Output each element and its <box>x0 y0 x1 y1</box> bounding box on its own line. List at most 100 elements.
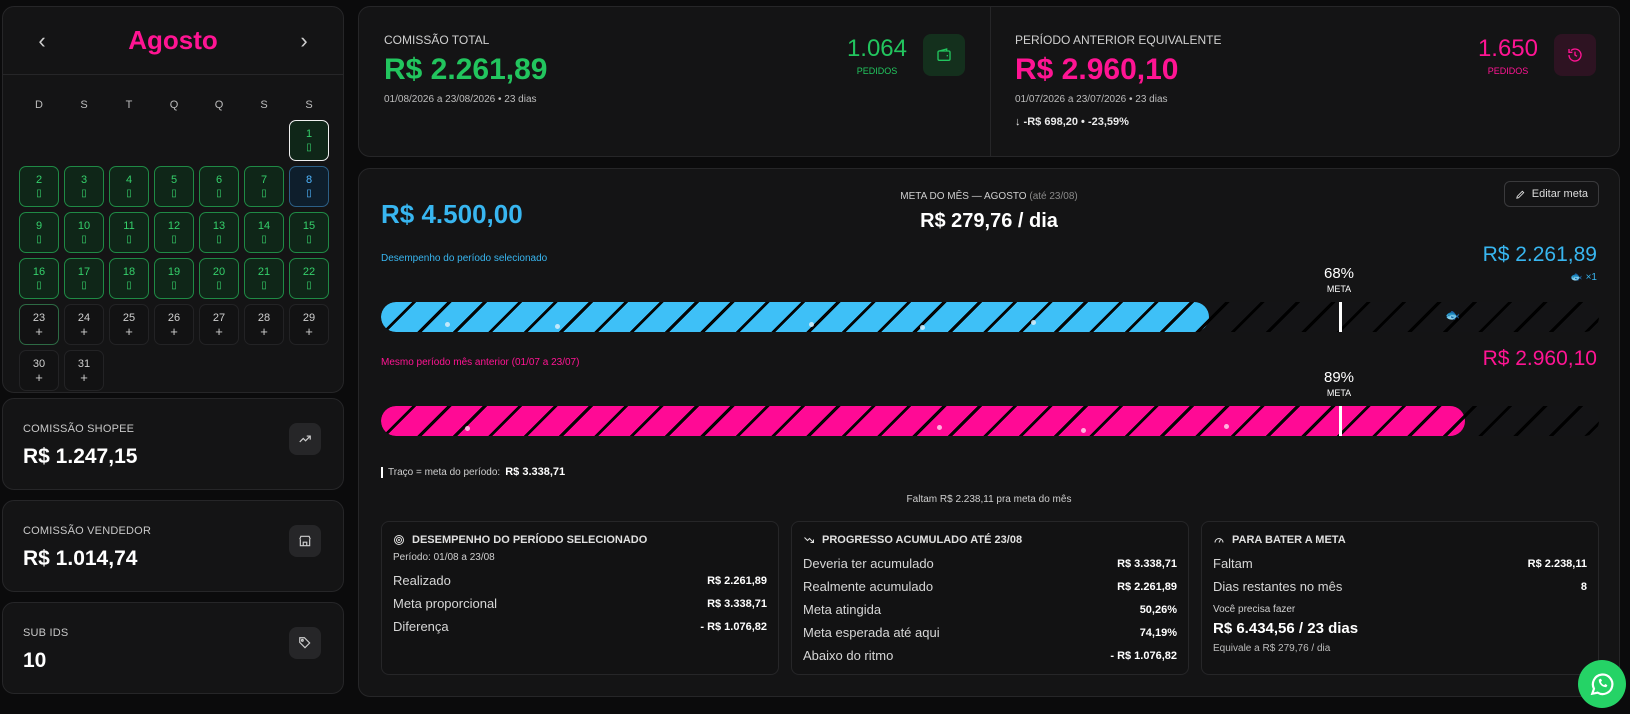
document-icon: ▯ <box>171 187 177 199</box>
plus-icon: + <box>80 369 88 385</box>
calendar-day-number: 11 <box>123 219 135 232</box>
gauge-icon <box>1214 538 1224 543</box>
previous-progress-bar <box>381 406 1599 436</box>
calendar-day[interactable]: 8 ▯ <box>289 166 329 207</box>
calendar-day-number: 4 <box>125 173 133 186</box>
document-icon: ▯ <box>81 279 87 291</box>
calendar-day[interactable]: 29 + <box>289 304 329 345</box>
calendar-day[interactable]: 26 + <box>154 304 194 345</box>
next-month-button[interactable]: › <box>300 27 308 53</box>
current-meta-label: META <box>1326 284 1352 294</box>
calendar-day[interactable]: 30 + <box>19 350 59 391</box>
calendar-day[interactable]: 18 ▯ <box>109 258 149 299</box>
calendar-day[interactable]: 17 ▯ <box>64 258 104 299</box>
panel-header: PROGRESSO ACUMULADO ATÉ 23/08 <box>803 534 1177 546</box>
weekday-label: D <box>35 99 43 111</box>
target-icon <box>394 535 404 545</box>
previous-row-label: Mesmo período mês anterior (01/07 a 23/0… <box>381 357 580 368</box>
edit-goal-button[interactable]: Editar meta <box>1503 181 1599 207</box>
calendar-day-number: 6 <box>215 173 223 186</box>
calendar-day-number: 16 <box>32 265 46 278</box>
panel-row: Abaixo do ritmo - R$ 1.076,82 <box>803 644 1177 667</box>
current-pct: 68% <box>1323 265 1355 282</box>
document-icon: ▯ <box>306 279 312 291</box>
calendar-day[interactable]: 15 ▯ <box>289 212 329 253</box>
calendar-day[interactable]: 24 + <box>64 304 104 345</box>
panel-row: Dias restantes no mês 8 <box>1213 575 1587 598</box>
calendar-day[interactable]: 19 ▯ <box>154 258 194 299</box>
calendar-day-number: 27 <box>212 311 226 324</box>
row-label: Abaixo do ritmo <box>803 648 894 663</box>
document-icon: ▯ <box>261 233 267 245</box>
calendar-day[interactable]: 10 ▯ <box>64 212 104 253</box>
calendar-day[interactable]: 21 ▯ <box>244 258 284 299</box>
bubble <box>920 325 925 330</box>
legend-text: Traço = meta do período: <box>388 466 501 478</box>
calendar-day-number: 29 <box>302 311 316 324</box>
calendar-day[interactable]: 1 ▯ <box>289 120 329 161</box>
calendar-day-number: 10 <box>77 219 91 232</box>
panel-row: Diferença - R$ 1.076,82 <box>393 615 767 638</box>
document-icon: ▯ <box>216 233 222 245</box>
current-orders-label: PEDIDOS <box>856 66 898 76</box>
monthly-goal-value: R$ 4.500,00 <box>381 199 523 229</box>
calendar-day[interactable]: 4 ▯ <box>109 166 149 207</box>
calendar-day[interactable]: 5 ▯ <box>154 166 194 207</box>
goal-header: META DO MÊS — AGOSTO (até 23/08) R$ 279,… <box>359 191 1619 233</box>
prev-month-button[interactable]: ‹ <box>38 27 46 53</box>
document-icon: ▯ <box>126 279 132 291</box>
calendar-day[interactable]: 14 ▯ <box>244 212 284 253</box>
equivalent-text: Equivale a R$ 279,76 / dia <box>1213 643 1331 654</box>
calendar-day-number: 2 <box>35 173 43 186</box>
previous-orders-count: 1.650 <box>1477 35 1538 62</box>
calendar-day-number: 22 <box>302 265 316 278</box>
calendar-day-number: 25 <box>122 311 136 324</box>
calendar-day[interactable]: 25 + <box>109 304 149 345</box>
calendar-day[interactable]: 31 + <box>64 350 104 391</box>
calendar-day[interactable]: 11 ▯ <box>109 212 149 253</box>
bubble <box>937 425 942 430</box>
reach-goal-panel: PARA BATER A META Faltam R$ 2.238,11 Dias… <box>1201 521 1599 675</box>
calendar-day[interactable]: 22 ▯ <box>289 258 329 299</box>
row-label: Realmente acumulado <box>803 579 934 594</box>
row-label: Meta esperada até aqui <box>803 625 940 640</box>
seller-commission-label: COMISSÃO VENDEDOR <box>23 525 152 537</box>
calendar-day[interactable]: 20 ▯ <box>199 258 239 299</box>
calendar-day[interactable]: 6 ▯ <box>199 166 239 207</box>
wallet-icon <box>923 34 965 76</box>
bubble <box>555 324 560 329</box>
calendar-day[interactable]: 13 ▯ <box>199 212 239 253</box>
previous-title: PERÍODO ANTERIOR EQUIVALENTE <box>1015 33 1222 47</box>
calendar-day[interactable]: 7 ▯ <box>244 166 284 207</box>
document-icon: ▯ <box>261 187 267 199</box>
current-orders: 1.064 PEDIDOS <box>847 35 907 76</box>
calendar-day[interactable]: 9 ▯ <box>19 212 59 253</box>
panel-period: Período: 01/08 a 23/08 <box>393 552 495 563</box>
current-period-summary: COMISSÃO TOTAL R$ 2.261,89 01/08/2026 a … <box>359 7 989 158</box>
calendar-day[interactable]: 12 ▯ <box>154 212 194 253</box>
seller-commission-value: R$ 1.014,74 <box>23 547 138 570</box>
previous-total-value: R$ 2.960,10 <box>1015 53 1179 86</box>
goal-header-note: (até 23/08) <box>1029 191 1078 202</box>
current-goal-marker-label: 68% META <box>1309 265 1369 294</box>
row-value: R$ 3.338,71 <box>1117 557 1177 570</box>
calendar-day[interactable]: 28 + <box>244 304 284 345</box>
calendar-empty-cell <box>199 120 239 161</box>
fish-icon: 🐟 <box>1570 272 1583 283</box>
calendar-card: ‹ Agosto › D S T Q Q S S 1 ▯ 2 ▯ 3 ▯ 4 ▯ 5 ▯ 6 ▯ 7 ▯ 8… <box>2 6 344 393</box>
calendar-empty-cell <box>19 120 59 161</box>
shopee-commission-value: R$ 1.247,15 <box>23 445 138 468</box>
weekday-label: T <box>125 99 133 111</box>
calendar-day[interactable]: 16 ▯ <box>19 258 59 299</box>
previous-orders-label: PEDIDOS <box>1487 66 1529 76</box>
weekday-label: Q <box>169 99 179 111</box>
whatsapp-button[interactable] <box>1578 660 1626 708</box>
calendar-day[interactable]: 23 + <box>19 304 59 345</box>
current-total-value: R$ 2.261,89 <box>384 53 548 86</box>
calendar-day[interactable]: 27 + <box>199 304 239 345</box>
calendar-day-number: 20 <box>212 265 226 278</box>
calendar-day[interactable]: 2 ▯ <box>19 166 59 207</box>
calendar-day[interactable]: 3 ▯ <box>64 166 104 207</box>
weekday-label: S <box>305 99 313 111</box>
current-title: COMISSÃO TOTAL <box>384 33 490 47</box>
